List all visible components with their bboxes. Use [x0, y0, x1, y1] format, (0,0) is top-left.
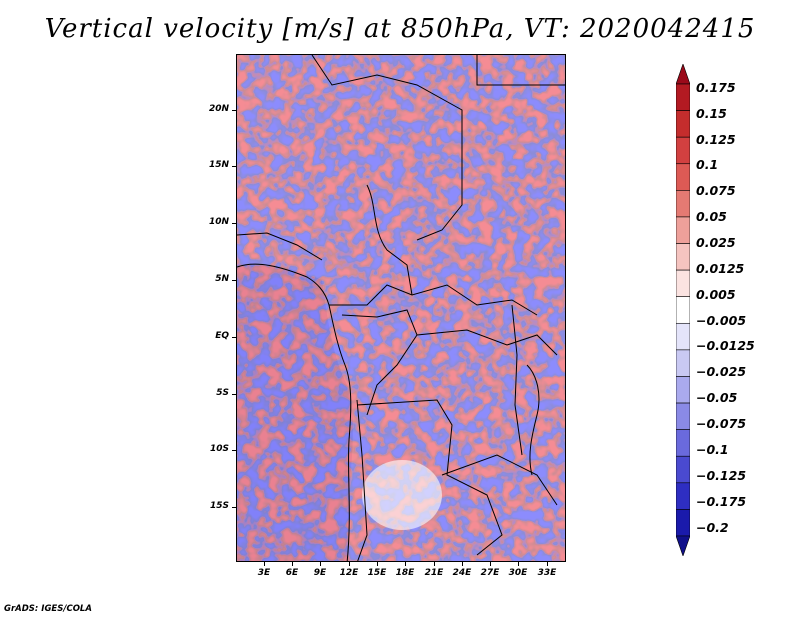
colorbar-label: 0.025 — [696, 235, 736, 250]
colorbar-label: −0.1 — [696, 442, 729, 457]
border-zambia — [441, 454, 558, 506]
colorbar-segment — [676, 110, 690, 138]
lon-tick — [292, 562, 293, 566]
border-drc-north — [416, 329, 558, 356]
colorbar-label: 0.0125 — [696, 261, 745, 276]
colorbar-segment — [676, 64, 690, 85]
lon-label-9e: 9E — [313, 568, 327, 578]
colorbar-segment — [676, 509, 690, 537]
colorbar-label: −0.025 — [696, 364, 747, 379]
colorbar — [676, 64, 690, 556]
border-ne — [476, 55, 565, 86]
lat-label-15n: 15N — [208, 160, 229, 170]
lat-tick — [232, 394, 236, 395]
border-north — [311, 55, 463, 241]
colorbar-label: 0.15 — [696, 106, 727, 121]
border-east — [511, 304, 523, 456]
lon-tick — [547, 562, 548, 566]
colorbar-segment — [676, 243, 690, 271]
colorbar-label: 0.005 — [696, 287, 736, 302]
lat-label-eq: EQ — [215, 331, 229, 341]
colorbar-segment — [676, 216, 690, 244]
lon-label-24e: 24E — [452, 568, 472, 578]
lat-label-10s: 10S — [209, 444, 229, 454]
lon-label-27e: 27E — [480, 568, 500, 578]
lon-label-21e: 21E — [424, 568, 444, 578]
colorbar-segment — [676, 83, 690, 111]
lon-label-18e: 18E — [395, 568, 415, 578]
lon-label-3e: 3E — [257, 568, 271, 578]
lon-tick — [434, 562, 435, 566]
lat-label-5n: 5N — [215, 274, 229, 284]
colorbar-label: 0.175 — [696, 80, 736, 95]
border-chad — [366, 184, 413, 296]
lon-tick — [490, 562, 491, 566]
border-angola — [356, 399, 503, 556]
lon-tick — [264, 562, 265, 566]
lat-tick — [232, 280, 236, 281]
colorbar-label: −0.005 — [696, 313, 747, 328]
colorbar-segment — [676, 535, 690, 556]
lat-label-20n: 20N — [208, 104, 229, 114]
plot-title: Vertical velocity [m/s] at 850hPa, VT: 2… — [44, 14, 756, 44]
lat-label-15s: 15S — [209, 501, 229, 511]
border-angola-west — [356, 399, 368, 561]
colorbar-segment — [676, 296, 690, 324]
colorbar-segment — [676, 136, 690, 165]
lon-tick — [320, 562, 321, 566]
colorbar-label: −0.0125 — [696, 338, 755, 353]
colorbar-segment — [676, 429, 690, 457]
lat-tick — [232, 223, 236, 224]
map-panel — [236, 54, 566, 562]
colorbar-label: 0.05 — [696, 209, 727, 224]
colorbar-segment — [676, 402, 690, 430]
colorbar-label: −0.05 — [696, 390, 738, 405]
colorbar-segment — [676, 482, 690, 510]
colorbar-segment — [676, 190, 690, 218]
lon-label-12e: 12E — [339, 568, 359, 578]
colorbar-segment — [676, 376, 690, 404]
lat-label-10n: 10N — [208, 217, 229, 227]
lat-label-5s: 5S — [216, 388, 229, 398]
border-west-africa — [237, 232, 323, 261]
lon-label-6e: 6E — [285, 568, 299, 578]
lon-tick — [518, 562, 519, 566]
colorbar-label: −0.175 — [696, 494, 747, 509]
colorbar-label: −0.125 — [696, 468, 747, 483]
colorbar-segment — [676, 322, 690, 351]
footer-credit: GrADS: IGES/COLA — [4, 604, 92, 614]
lon-label-33e: 33E — [537, 568, 557, 578]
colorbar-segment — [676, 163, 690, 191]
colorbar-label: 0.075 — [696, 183, 736, 198]
lon-tick — [377, 562, 378, 566]
colorbar-label: −0.075 — [696, 416, 747, 431]
lat-tick — [232, 507, 236, 508]
lon-tick — [349, 562, 350, 566]
coastline — [237, 263, 352, 561]
lat-tick — [232, 166, 236, 167]
colorbar-segment — [676, 455, 690, 484]
lon-tick — [405, 562, 406, 566]
lake-outline — [526, 364, 540, 476]
lat-tick — [232, 337, 236, 338]
borders — [237, 55, 565, 561]
colorbar-label: 0.1 — [696, 157, 719, 172]
colorbar-label: 0.125 — [696, 132, 736, 147]
border-car — [329, 284, 538, 316]
lon-label-30e: 30E — [508, 568, 528, 578]
velocity-field-map — [237, 55, 565, 561]
lat-tick — [232, 450, 236, 451]
lat-tick — [232, 110, 236, 111]
calm-area — [362, 460, 442, 530]
lon-label-15e: 15E — [367, 568, 387, 578]
colorbar-segment — [676, 349, 690, 377]
colorbar-label: −0.2 — [696, 520, 729, 535]
colorbar-segment — [676, 269, 690, 298]
lon-tick — [462, 562, 463, 566]
